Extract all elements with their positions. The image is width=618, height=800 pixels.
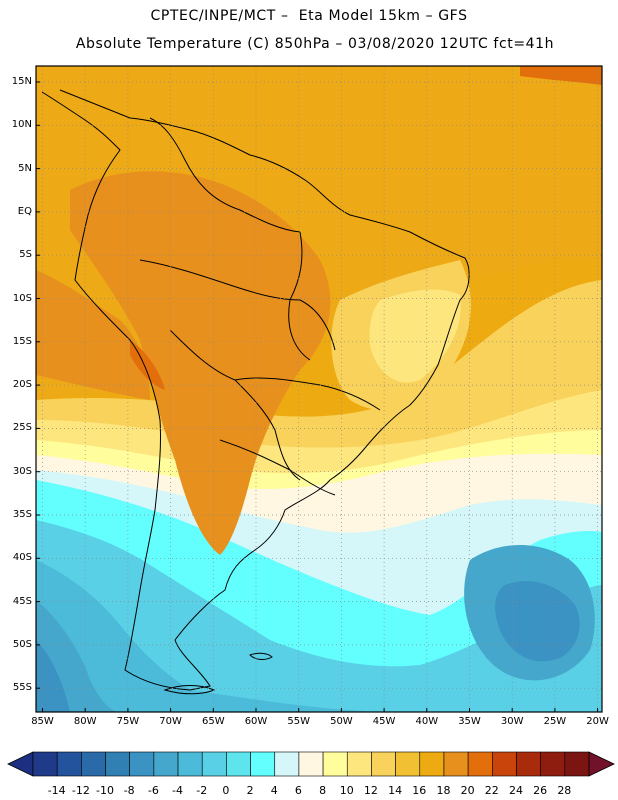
colorbar xyxy=(7,751,615,777)
lat-tick-label: EQ xyxy=(17,205,32,217)
lat-tick-label: 45S xyxy=(12,595,32,607)
colorbar-swatch xyxy=(443,751,469,777)
colorbar-swatch xyxy=(371,751,396,777)
lat-tick-label: 5S xyxy=(19,249,32,261)
colorbar-label: -6 xyxy=(147,784,159,797)
lon-tick-label: 80W xyxy=(73,716,97,727)
map-title-line1: CPTEC/INPE/MCT – Eta Model 15km – GFS xyxy=(150,8,468,24)
warm-pacific xyxy=(36,270,150,400)
colorbar-swatch xyxy=(177,751,203,777)
colorbar-swatch xyxy=(250,751,276,777)
lon-tick-label: 40W xyxy=(415,716,439,727)
colorbar-label: 22 xyxy=(484,784,499,797)
colorbar-under-arrow xyxy=(7,751,34,777)
colorbar-swatch xyxy=(56,751,82,777)
colorbar-label: -14 xyxy=(47,784,66,797)
lon-tick-label: 35W xyxy=(458,716,481,727)
colorbar-swatch xyxy=(467,751,493,777)
cold-core-east xyxy=(495,581,580,662)
lat-tick-label: 30S xyxy=(12,465,32,477)
lon-tick-label: 75W xyxy=(116,716,140,727)
map-title-line2: Absolute Temperature (C) 850hPa – 03/08/… xyxy=(75,36,555,52)
lat-tick-label: 5N xyxy=(18,162,32,174)
border-line-1 xyxy=(149,117,301,233)
colorbar-swatch xyxy=(395,751,421,777)
colorbar-label: 26 xyxy=(533,784,548,797)
tierra-del-fuego xyxy=(163,685,216,695)
colorbar-swatch xyxy=(516,751,541,777)
colorbar-swatch xyxy=(105,751,130,777)
lon-tick-label: 65W xyxy=(201,716,225,727)
colorbar-swatch xyxy=(226,751,251,777)
lat-tick-label: 20S xyxy=(12,379,32,391)
colorbar-label: 14 xyxy=(388,784,403,797)
map-frame xyxy=(35,65,603,713)
hot-core xyxy=(130,340,165,390)
lon-tick-label: 55W xyxy=(287,716,310,727)
lon-tick-label: 85W xyxy=(31,716,54,727)
colorbar-label: 2 xyxy=(246,784,254,797)
band-m2-0 xyxy=(36,560,400,712)
warm-land-n xyxy=(70,171,331,556)
colorbar-label: 20 xyxy=(460,784,475,797)
lat-tick-label: 50S xyxy=(12,638,32,650)
lon-tick-label: 70W xyxy=(159,716,182,727)
colorbar-label: -8 xyxy=(123,784,135,797)
colorbar-swatch xyxy=(274,751,300,777)
lat-tick-label: 10N xyxy=(11,119,32,131)
colorbar-label: 0 xyxy=(222,784,230,797)
lon-tick-label: 50W xyxy=(330,716,353,727)
colorbar-label: 12 xyxy=(363,784,378,797)
colorbar-swatch xyxy=(419,751,445,777)
colorbar-swatch xyxy=(129,751,155,777)
colorbar-label: 10 xyxy=(339,784,354,797)
colorbar-swatch xyxy=(32,751,58,777)
colorbar-label: -10 xyxy=(96,784,114,797)
lon-tick-label: 30W xyxy=(500,716,524,727)
colorbar-swatch xyxy=(153,751,179,777)
lat-tick-label: 35S xyxy=(12,509,32,520)
border-line-2 xyxy=(139,259,336,351)
colorbar-label: 8 xyxy=(319,784,327,797)
colorbar-label: 24 xyxy=(508,784,523,797)
lon-tick-label: 45W xyxy=(372,716,396,727)
falkland-islands xyxy=(249,652,273,660)
colorbar-swatch xyxy=(540,751,566,777)
border-line-5 xyxy=(219,439,336,496)
colorbar-swatch xyxy=(346,751,372,777)
colorbar-swatch xyxy=(81,751,106,777)
border-line-0 xyxy=(41,89,470,691)
colorbar-label: -2 xyxy=(196,784,208,797)
lat-tick-label: 15N xyxy=(11,76,32,87)
border-line-3 xyxy=(169,329,301,481)
lon-tick-label: 25W xyxy=(543,716,567,727)
colorbar-label: -4 xyxy=(172,784,184,797)
colorbar-label: 28 xyxy=(557,784,572,797)
hot-ne-corner xyxy=(520,66,602,85)
colorbar-swatch xyxy=(564,751,590,777)
colorbar-label: -12 xyxy=(71,784,90,797)
colorbar-over-arrow xyxy=(588,751,615,777)
colorbar-label: 4 xyxy=(270,784,278,797)
colorbar-swatch xyxy=(322,751,348,777)
lat-tick-label: 10S xyxy=(12,292,32,304)
lon-tick-label: 60W xyxy=(244,716,268,727)
band-0-2 xyxy=(36,520,602,712)
colorbar-swatch xyxy=(298,751,324,777)
band-m6-m4 xyxy=(36,640,70,712)
colorbar-label: 16 xyxy=(412,784,427,797)
lon-tick-label: 20W xyxy=(586,716,609,727)
lat-tick-label: 40S xyxy=(12,552,32,564)
lat-tick-label: 15S xyxy=(12,335,32,347)
border-line-4 xyxy=(234,377,381,411)
colorbar-swatch xyxy=(201,751,227,777)
border-line-6 xyxy=(288,231,311,361)
colorbar-swatch xyxy=(492,751,517,777)
colorbar-label: 18 xyxy=(436,784,451,797)
lat-tick-label: 55S xyxy=(12,682,32,694)
colorbar-label: 6 xyxy=(294,784,302,797)
lat-tick-label: 25S xyxy=(12,422,32,434)
pale-ne xyxy=(369,289,461,383)
